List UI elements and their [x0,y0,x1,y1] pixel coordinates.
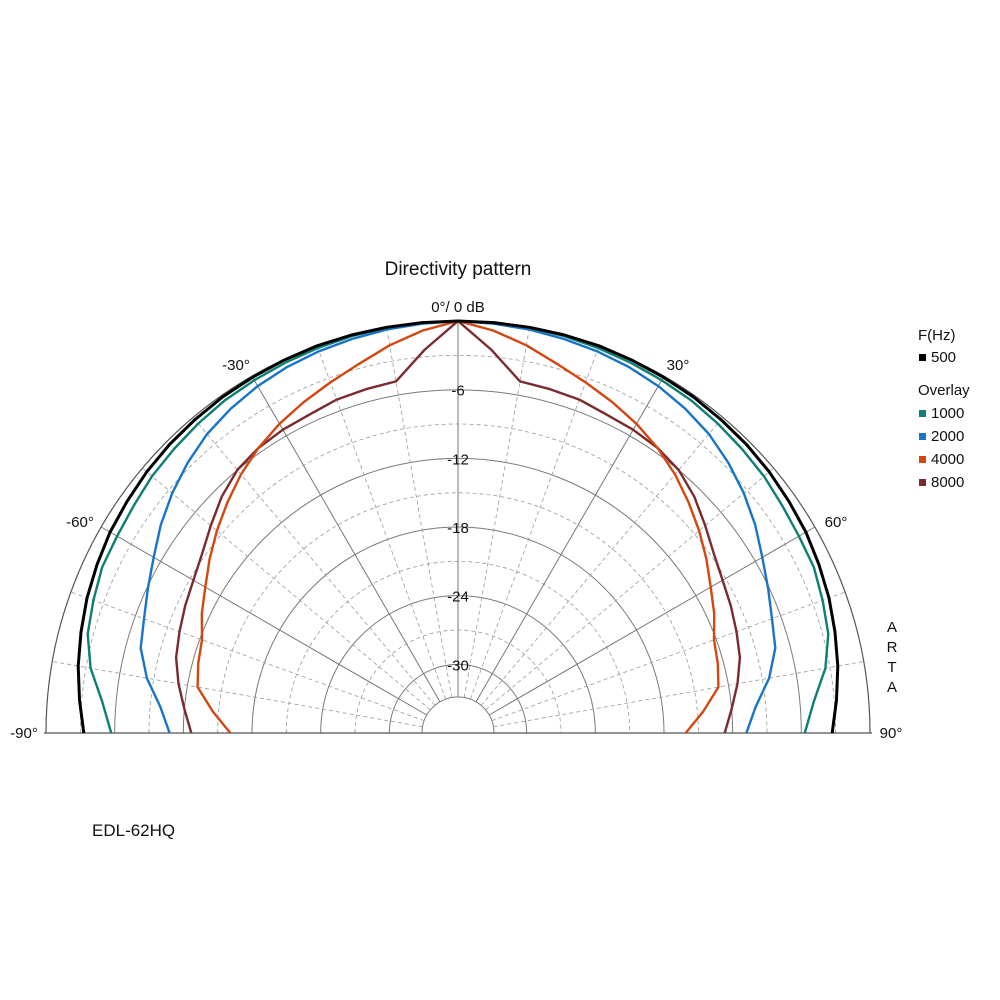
polar-labels: -90° -60° -30° 30° 60° 90° -6 -12 -18 -24 -30 [10,357,902,742]
db-label: -6 [451,383,464,400]
chart-title: Directivity pattern [385,259,532,280]
top-label: 0°/ 0 dB [431,299,485,316]
db-label: -18 [447,520,469,537]
angle-label: -90° [10,725,38,742]
angle-label: -30° [222,357,250,374]
db-label: -12 [447,451,469,468]
polar-grid [44,320,872,734]
legend-entry: 2000 [931,428,964,445]
watermark-letter: R [887,639,898,656]
legend-entry: 8000 [931,474,964,491]
angle-label: 30° [667,357,690,374]
polar-curves [76,319,840,734]
series-line-500 [76,319,840,734]
legend-entry: 1000 [931,405,964,422]
legend-swatch [919,479,926,486]
db-label: -24 [447,589,469,606]
minor-angle-spoke [463,327,530,698]
watermark-letter: A [887,619,897,636]
legend-swatch [919,354,926,361]
db-label: -30 [447,657,469,674]
legend-swatch [919,433,926,440]
watermark-letter: T [887,659,896,676]
minor-angle-spoke [142,467,431,711]
legend: F(Hz) Overlay 500 1000 2000 4000 8000 [918,327,970,491]
major-angle-spoke [100,526,428,716]
legend-swatch [919,410,926,417]
angle-label: 60° [825,514,848,531]
legend-overlay-header: Overlay [918,382,970,399]
minor-db-circle [217,492,699,734]
legend-entry: 500 [931,349,956,366]
minor-angle-spoke [480,417,724,706]
major-angle-spoke [488,526,816,716]
model-label: EDL-62HQ [92,821,175,840]
minor-angle-spoke [386,327,453,698]
minor-angle-spoke [192,417,436,706]
minor-angle-spoke [485,467,774,711]
watermark-letter: A [887,679,897,696]
center-circle [421,696,495,734]
legend-entry: 4000 [931,451,964,468]
angle-label: 90° [880,725,903,742]
angle-label: -60° [66,514,94,531]
legend-swatch [919,456,926,463]
legend-header: F(Hz) [918,327,956,344]
